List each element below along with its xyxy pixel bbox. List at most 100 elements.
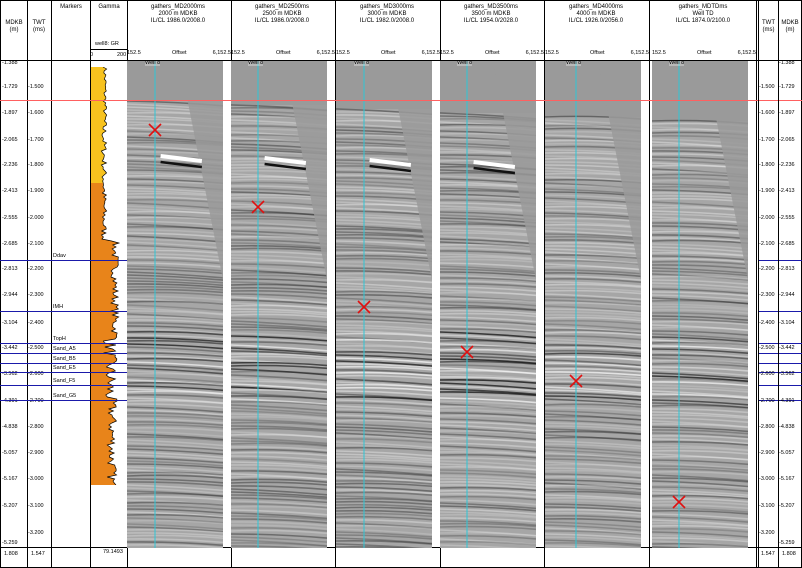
marker-line	[758, 353, 802, 354]
twt-tick-label: -2.800	[28, 424, 44, 430]
twt-tick-label: -1.700	[28, 137, 44, 143]
right-md-tick-label: -2.555	[779, 215, 795, 221]
md-tick-label: -3.562	[2, 371, 18, 377]
md-tick-label: -2.065	[2, 137, 18, 143]
twt-axis-header: TWT (ms)	[32, 20, 46, 33]
offset-scale: 152.5 Offset 6,152.5	[127, 50, 231, 58]
offset-min: 152.5	[545, 50, 559, 56]
marker-line	[758, 372, 802, 373]
well-label: Well 8	[457, 61, 473, 66]
gather-panel-header: gathers_MD2500ms 2500 m MDKB IL/CL 1986.0/…	[231, 4, 333, 25]
offset-scale: 152.5 Offset 6,152.5	[652, 50, 756, 58]
twt-tick-label: -3.000	[28, 476, 44, 482]
right-twt-tick-label: -2.700	[759, 398, 775, 404]
right-md-tick-label: -2.413	[779, 188, 795, 194]
marker-line	[758, 311, 802, 312]
right-md-tick-label: -2.065	[779, 137, 795, 143]
gather-panel-header: gathers_MD4000ms 4000 m MDKB IL/CL 1926.0/…	[545, 4, 647, 25]
md-tick-label: -4.838	[2, 424, 18, 430]
gather-ilcl: IL/CL 1986.0/2008.0	[150, 18, 206, 24]
marker-line	[0, 363, 127, 364]
right-md-tick-label: -1.729	[779, 84, 795, 90]
offset-scale: 152.5 Offset 6,152.5	[440, 50, 544, 58]
md-tick-label: -5.167	[2, 476, 18, 482]
md-tick-label: -5.207	[2, 503, 18, 509]
gather-title: gathers_MD2000ms	[150, 4, 206, 10]
right-twt-tick-label: -2.300	[759, 292, 775, 298]
marker-label: Sand_B5	[53, 356, 76, 362]
marker-line	[0, 311, 127, 312]
gather-panel-header: gathers_MD3000ms 3000 m MDKB IL/CL 1982.0/…	[336, 4, 438, 25]
gather-ilcl: IL/CL 1954.0/2028.0	[463, 18, 519, 24]
right-twt-tick-label: -3.000	[759, 476, 775, 482]
marker-line	[0, 353, 127, 354]
seismic-gather-panel[interactable]: Well 8	[652, 61, 748, 548]
md-tick-label: -2.944	[2, 292, 18, 298]
md-tick-label: -2.236	[2, 162, 18, 168]
seismic-gather-panel[interactable]: Well 8	[231, 61, 327, 548]
right-twt-tick-label: -1.700	[759, 137, 775, 143]
well-depth-x-marker	[569, 374, 583, 388]
twt-tick-label: -2.600	[28, 371, 44, 377]
right-twt-tick-label: -2.000	[759, 215, 775, 221]
offset-axis-label: Offset	[276, 50, 291, 56]
right-md-tick-label: -1.897	[779, 110, 795, 116]
offset-min: 152.5	[127, 50, 141, 56]
well-label: Well 8	[145, 61, 161, 66]
gather-panel-header: gathers_MDTDms Well TD IL/CL 1874.0/2100.0	[652, 4, 754, 25]
marker-line	[758, 385, 802, 386]
right-md-tick-label: -5.259	[779, 540, 795, 546]
twt-tick-label: -2.700	[28, 398, 44, 404]
md-tick-label: -2.685	[2, 241, 18, 247]
md-tick-label: -2.813	[2, 266, 18, 272]
offset-min: 152.5	[440, 50, 454, 56]
gamma-curve-label: well8: GR	[95, 41, 119, 47]
right-twt-tick-label: -2.100	[759, 241, 775, 247]
right-md-tick-label: -2.685	[779, 241, 795, 247]
twt-tick-label: -2.000	[28, 215, 44, 221]
marker-label: TopH	[53, 336, 66, 342]
gather-depth: 4000 m MDKB	[576, 11, 616, 17]
well-depth-x-marker	[460, 345, 474, 359]
right-twt-tick-label: -3.200	[759, 530, 775, 536]
gather-title: gathers_MD4000ms	[568, 4, 624, 10]
right-twt-tick-label: -2.500	[759, 345, 775, 351]
offset-scale: 152.5 Offset 6,152.5	[545, 50, 649, 58]
well-depth-x-marker	[357, 300, 371, 314]
right-twt-tick-label: -1.600	[759, 110, 775, 116]
seismic-gather-panel[interactable]: Well 8	[440, 61, 536, 548]
twt-tick-label: -1.900	[28, 188, 44, 194]
right-md-tick-label: -2.236	[779, 162, 795, 168]
twt-tick-label: -2.900	[28, 450, 44, 456]
right-md-tick-label: -4.838	[779, 424, 795, 430]
footer-twt-value: 1.547	[31, 551, 45, 557]
gather-panel-header: gathers_MD3500ms 3500 m MDKB IL/CL 1954.0/…	[440, 4, 542, 25]
marker-label: Sand_F5	[53, 378, 76, 384]
seismic-gather-panel[interactable]: Well 8	[127, 61, 223, 548]
marker-line	[758, 363, 802, 364]
right-twt-tick-label: -2.200	[759, 266, 775, 272]
offset-axis-label: Offset	[172, 50, 187, 56]
marker-line	[0, 385, 127, 386]
right-md-tick-label: -4.391	[779, 398, 795, 404]
offset-scale: 152.5 Offset 6,152.5	[231, 50, 335, 58]
md-tick-label: -1.897	[2, 110, 18, 116]
right-md-tick-label: -1.388	[779, 60, 795, 66]
right-twt-tick-label: -1.800	[759, 162, 775, 168]
right-md-tick-label: -3.562	[779, 371, 795, 377]
gather-title: gathers_MD3500ms	[463, 4, 519, 10]
twt-tick-label: -2.400	[28, 320, 44, 326]
gather-title: gathers_MDTDms	[678, 4, 728, 10]
seismic-gather-panel[interactable]: Well 8	[545, 61, 641, 548]
gamma-scale-min: 0	[90, 52, 94, 58]
seismic-gather-panel[interactable]: Well 8	[336, 61, 432, 548]
marker-label: Ddav	[53, 253, 66, 259]
footer-right-md-value: 1.808	[782, 551, 796, 557]
md-tick-label: -2.555	[2, 215, 18, 221]
marker-line	[758, 260, 802, 261]
right-twt-tick-label: -1.500	[759, 84, 775, 90]
right-md-axis-header: MDKB (m)	[781, 20, 799, 33]
marker-label: Sand_G5	[53, 393, 77, 399]
md-tick-label: -4.391	[2, 398, 18, 404]
right-md-tick-label: -5.057	[779, 450, 795, 456]
